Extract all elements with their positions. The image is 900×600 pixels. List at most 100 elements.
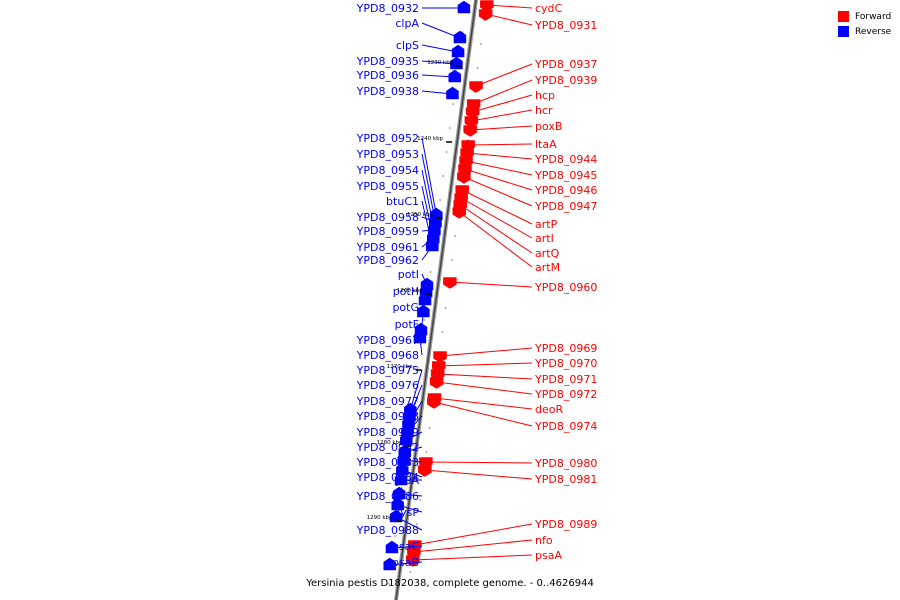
gene-label[interactable]: potF <box>395 318 419 331</box>
gene-glyph[interactable] <box>391 497 404 511</box>
gene-glyph[interactable] <box>429 377 444 389</box>
gene-label[interactable]: nfo <box>535 534 553 547</box>
gene-glyph[interactable] <box>457 0 471 14</box>
gene-glyph[interactable] <box>446 86 459 100</box>
gene-connector <box>421 200 433 246</box>
gene-label[interactable]: YPD8_0984 <box>356 471 419 484</box>
gene-label[interactable]: YPD8_0944 <box>534 153 597 166</box>
gene-label[interactable]: YPD8_0946 <box>534 184 597 197</box>
gene-label[interactable]: hcr <box>535 104 553 117</box>
gene-label[interactable]: clpA <box>395 17 419 30</box>
gene-glyph[interactable] <box>413 330 427 344</box>
gene-label[interactable]: YPD8_0952 <box>356 132 419 145</box>
gene-glyph[interactable] <box>418 292 432 306</box>
gene-label[interactable]: YPD8_0938 <box>356 85 419 98</box>
gene-label[interactable]: YPD8_0989 <box>534 518 597 531</box>
gene-glyph[interactable] <box>463 125 477 137</box>
legend-reverse: Reverse <box>838 24 891 39</box>
gene-label[interactable]: ltaA <box>535 138 557 151</box>
gene-label[interactable]: YPD8_0977 <box>356 395 419 408</box>
gene-label[interactable]: deoR <box>535 403 563 416</box>
gene-connector <box>467 152 533 160</box>
gene-glyph[interactable] <box>443 277 457 289</box>
gene-glyph[interactable] <box>433 351 447 363</box>
gene-glyph[interactable] <box>406 555 420 567</box>
gene-label[interactable]: YPD8_0970 <box>534 357 597 370</box>
gene-label[interactable]: psaA <box>535 549 562 562</box>
gene-label[interactable]: artI <box>535 232 554 245</box>
gene-glyph[interactable] <box>457 172 471 184</box>
gene-glyph[interactable] <box>478 9 493 21</box>
gene-label[interactable]: YPD8_0968 <box>356 349 419 362</box>
gene-label[interactable]: potG <box>392 301 419 314</box>
gene-label[interactable]: YPD8_0971 <box>534 373 597 386</box>
gene-label[interactable]: psaC <box>392 540 419 553</box>
gene-label[interactable]: artP <box>535 218 558 231</box>
gene-label[interactable]: YPD8_0969 <box>534 342 597 355</box>
gene-glyph[interactable] <box>469 81 483 93</box>
gene-label[interactable]: YPD8_0932 <box>356 2 419 15</box>
gene-label[interactable]: potI <box>398 268 419 281</box>
gene-label[interactable]: YPD8_0935 <box>356 55 419 68</box>
gene-glyph[interactable] <box>400 432 413 446</box>
gene-label[interactable]: YPD8_0967 <box>356 334 419 347</box>
gene-label[interactable]: artQ <box>535 247 560 260</box>
gene-connector <box>460 197 533 239</box>
gene-glyph[interactable] <box>453 30 467 44</box>
gene-glyph[interactable] <box>452 207 466 219</box>
gene-label[interactable]: YPD8_0939 <box>534 74 597 87</box>
gene-connector <box>421 237 434 248</box>
gene-label[interactable]: YPD8_0953 <box>356 148 419 161</box>
gene-connector <box>463 176 533 207</box>
gene-label[interactable]: psaB <box>392 556 419 569</box>
gene-glyph[interactable] <box>396 462 409 476</box>
gene-label[interactable]: cydC <box>535 2 563 15</box>
gene-glyph[interactable] <box>427 397 441 409</box>
gene-label[interactable]: YPD8_0958 <box>356 211 419 224</box>
gene-label[interactable]: YPD8_0937 <box>534 58 597 71</box>
gene-label[interactable]: YPD8_0976 <box>356 379 419 392</box>
gene-label[interactable]: lysP <box>397 506 419 519</box>
gene-label[interactable]: artM <box>535 261 560 274</box>
gene-label[interactable]: YPD8_0982 <box>356 441 419 454</box>
gene-label[interactable]: YPD8_0945 <box>534 169 597 182</box>
gene-glyph[interactable] <box>448 69 461 83</box>
gene-label[interactable]: hcp <box>535 89 555 102</box>
gene-label[interactable]: clpS <box>396 39 419 52</box>
gene-glyph[interactable] <box>394 472 408 486</box>
gene-connector <box>402 469 423 478</box>
gene-label[interactable]: YPD8_0986 <box>356 490 419 503</box>
gene-glyph[interactable] <box>418 465 432 477</box>
gene-glyph[interactable] <box>383 557 396 571</box>
gene-label[interactable]: YPD8_0974 <box>534 420 597 433</box>
gene-connector <box>421 153 436 223</box>
gene-label[interactable]: YPD8_0988 <box>356 524 419 537</box>
gene-label[interactable]: potH <box>393 285 419 298</box>
gene-connector <box>472 94 533 113</box>
gene-label[interactable]: YPD8_0962 <box>356 254 419 267</box>
gene-label[interactable]: YPD8_0981 <box>534 473 597 486</box>
gene-label[interactable]: YPD8_0936 <box>356 69 419 82</box>
gene-label[interactable]: YPD8_0931 <box>534 19 597 32</box>
gene-label[interactable]: YPD8_0947 <box>534 200 597 213</box>
gene-label[interactable]: YPD8_0975 <box>356 364 419 377</box>
gene-connector <box>425 461 533 464</box>
gene-label[interactable]: YPD8_0972 <box>534 388 597 401</box>
gene-label[interactable]: yiuA <box>395 474 420 487</box>
gene-label[interactable]: YPD8_0955 <box>356 180 419 193</box>
gene-label[interactable]: YPD8_0960 <box>534 281 597 294</box>
gene-label[interactable]: YPD8_0979 <box>356 426 419 439</box>
gene-glyph[interactable] <box>385 540 399 554</box>
gene-label[interactable]: YPD8_0983 <box>356 456 419 469</box>
gene-glyph[interactable] <box>451 44 465 58</box>
gene-label[interactable]: YPD8_0954 <box>356 164 419 177</box>
backbone-line <box>395 0 477 600</box>
gene-label[interactable]: YPD8_0978 <box>356 410 419 423</box>
gene-label[interactable]: YPD8_0959 <box>356 225 419 238</box>
gene-label[interactable]: btuC1 <box>386 195 419 208</box>
gene-label[interactable]: YPD8_0961 <box>356 241 419 254</box>
gene-connector <box>468 143 533 146</box>
gene-label[interactable]: poxB <box>535 120 562 133</box>
gene-label[interactable]: YPD8_0980 <box>534 457 597 470</box>
